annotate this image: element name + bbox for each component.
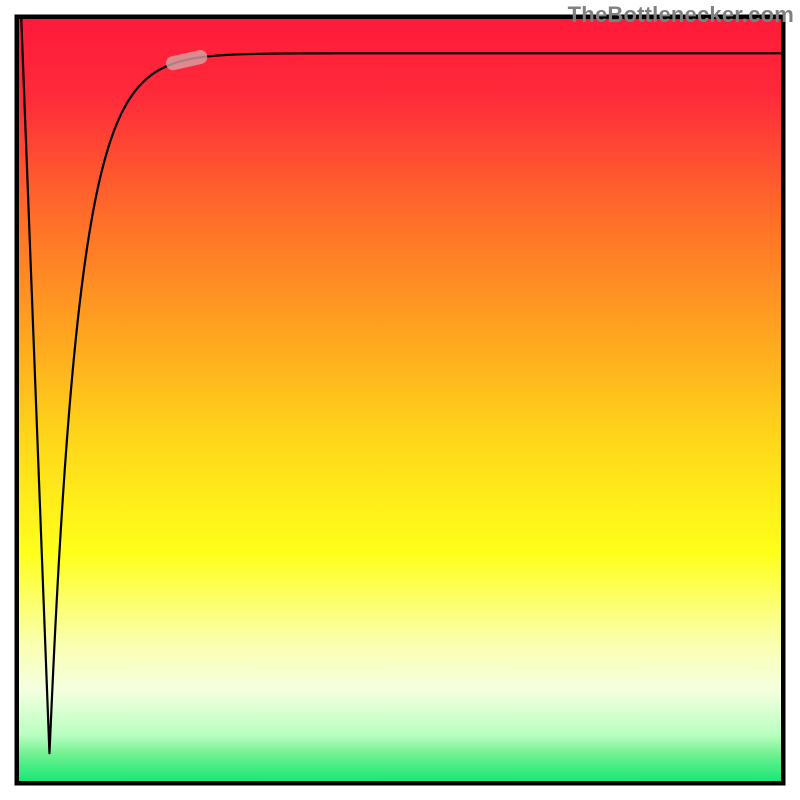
watermark-text: TheBottlenecker.com <box>568 2 794 28</box>
bottleneck-chart <box>0 0 800 800</box>
plot-background <box>19 19 781 781</box>
chart-container: TheBottlenecker.com <box>0 0 800 800</box>
